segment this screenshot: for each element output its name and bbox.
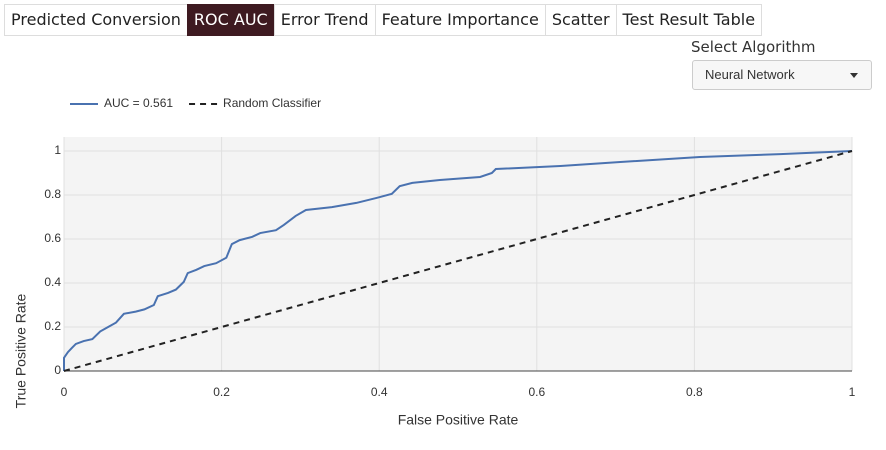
y-tick-label: 0 — [54, 363, 61, 377]
x-axis-title: False Positive Rate — [398, 412, 519, 428]
tab[interactable]: Test Result Table — [615, 4, 763, 36]
x-tick-label: 0.4 — [371, 385, 388, 399]
x-tick-label: 0.8 — [686, 385, 703, 399]
tab[interactable]: Scatter — [544, 4, 617, 36]
tab[interactable]: ROC AUC — [186, 4, 275, 36]
tab-bar: Predicted Conversion ROC AUC Error Trend Fe… — [4, 4, 763, 36]
tab[interactable]: Feature Importance — [374, 4, 546, 36]
legend-label: AUC = 0.561 — [104, 96, 173, 110]
y-tick-label: 0.4 — [44, 275, 61, 289]
series-line — [63, 150, 853, 371]
legend-label: Random Classifier — [223, 96, 321, 110]
series-line — [63, 150, 853, 372]
y-tick-label: 0.6 — [44, 231, 61, 245]
tab[interactable]: Error Trend — [273, 4, 376, 36]
dropdown-arrow — [850, 73, 858, 78]
tab[interactable]: Predicted Conversion — [4, 4, 188, 36]
selector-label: Select Algorithm — [691, 38, 816, 56]
algorithm-dropdown[interactable]: Neural Network — [692, 60, 872, 90]
x-tick-label: 0.2 — [213, 385, 230, 399]
x-tick-label: 1 — [849, 385, 856, 399]
y-tick-label: 0.8 — [44, 187, 61, 201]
y-tick-label: 0.2 — [44, 319, 61, 333]
x-tick-label: 0 — [61, 385, 68, 399]
dropdown-value: Neural Network — [705, 67, 795, 82]
chart: False Positive Rate True Positive Rate 0… — [13, 96, 856, 428]
y-axis-title: True Positive Rate — [13, 293, 29, 408]
plot-background — [64, 137, 852, 371]
x-tick-label: 0.6 — [528, 385, 545, 399]
y-tick-label: 1 — [54, 143, 61, 157]
